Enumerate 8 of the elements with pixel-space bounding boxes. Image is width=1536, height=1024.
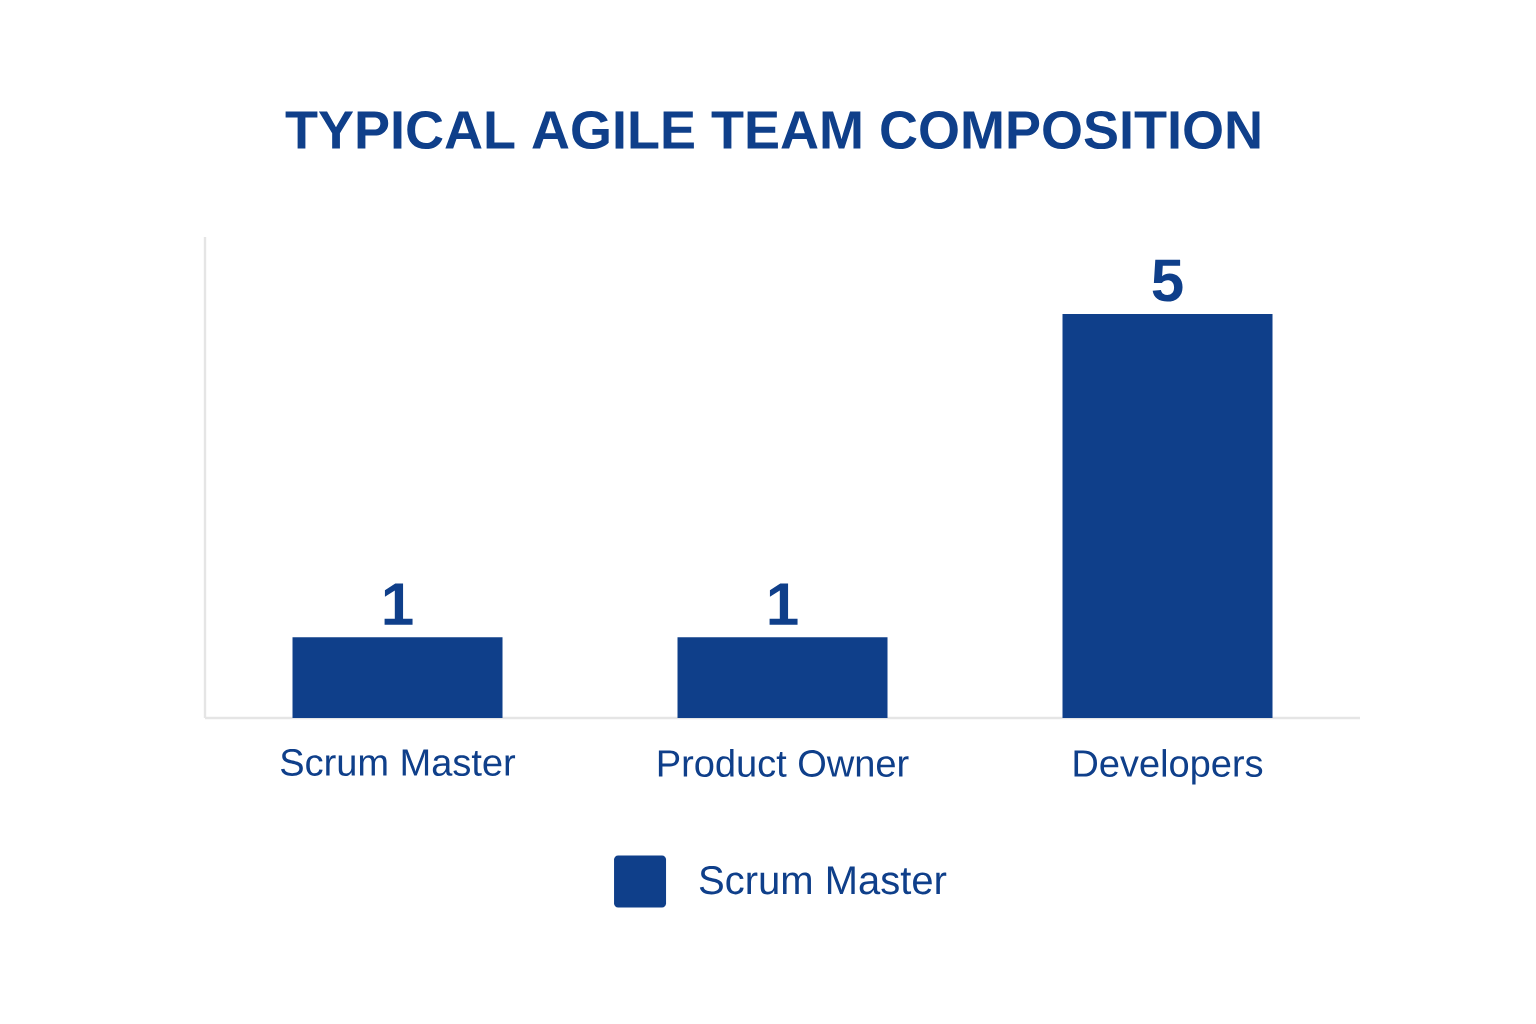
data-label: 1 xyxy=(384,583,413,625)
legend-label: Scrum Master xyxy=(699,866,947,895)
chart-title: TYPICAL AGILE TEAM COMPOSITION xyxy=(285,110,1260,150)
x-tick-label: Product Owner xyxy=(658,749,909,777)
data-label: 5 xyxy=(1152,259,1183,302)
x-tick-label: Developers xyxy=(1074,749,1263,785)
x-tick-label: Scrum Master xyxy=(280,749,516,776)
data-label: 1 xyxy=(769,583,798,625)
